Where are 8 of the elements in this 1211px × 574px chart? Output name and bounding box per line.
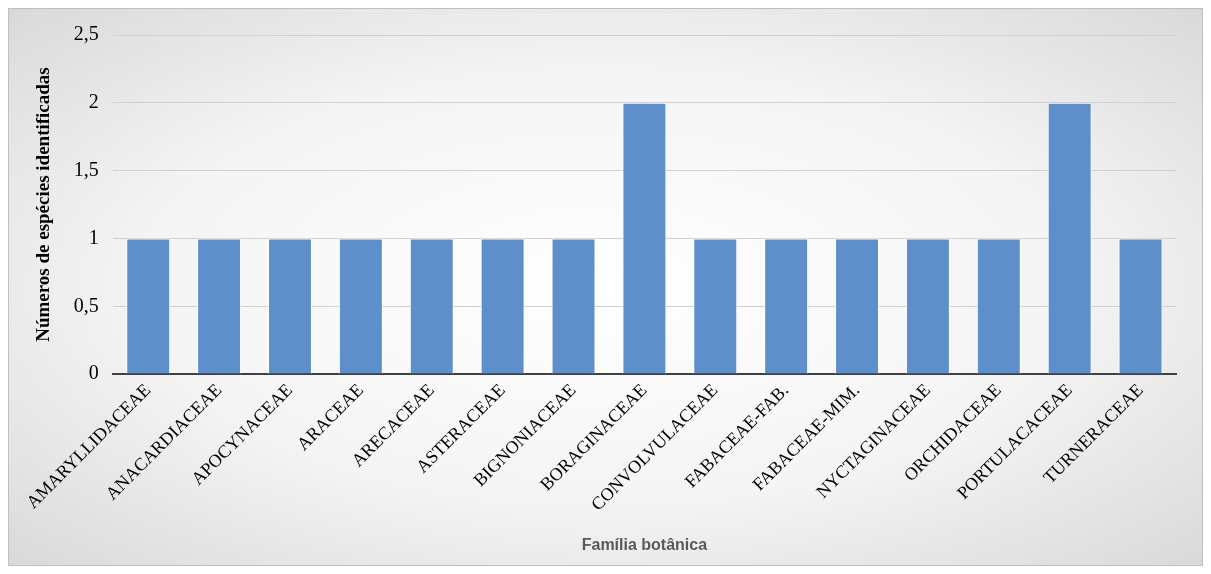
y-axis-title: Números de espécies identificadas [32,67,54,342]
y-tick-label: 0 [88,361,99,384]
y-tick-label: 1 [88,225,99,248]
y-tick-label: 0,5 [73,293,99,316]
x-axis-title: Família botânica [581,535,708,553]
y-tick-label: 1,5 [73,157,99,180]
y-tick-label: 2 [88,90,99,113]
y-tick-label: 2,5 [73,22,99,45]
